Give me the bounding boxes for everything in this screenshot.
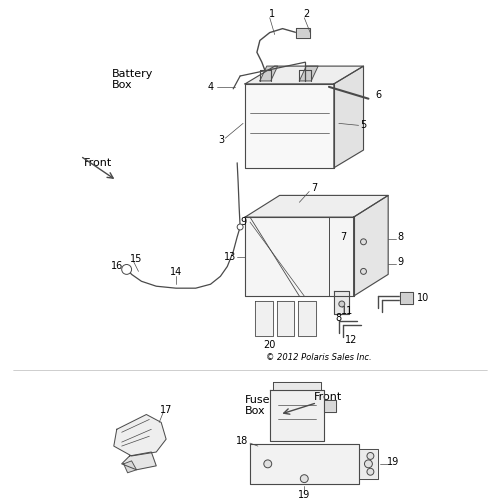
Text: 9: 9 xyxy=(397,256,403,266)
Text: 9: 9 xyxy=(240,217,246,227)
Text: 20: 20 xyxy=(264,340,276,350)
Text: Box: Box xyxy=(245,406,266,415)
Polygon shape xyxy=(124,461,136,472)
Circle shape xyxy=(364,460,372,468)
Polygon shape xyxy=(334,66,364,168)
Text: Front: Front xyxy=(84,158,112,168)
Text: 10: 10 xyxy=(416,293,429,303)
Polygon shape xyxy=(260,66,278,81)
Text: 15: 15 xyxy=(130,254,142,264)
Text: Battery: Battery xyxy=(112,69,153,79)
Text: 13: 13 xyxy=(224,252,236,262)
Polygon shape xyxy=(354,196,388,296)
Polygon shape xyxy=(276,301,294,336)
Polygon shape xyxy=(245,217,354,296)
Circle shape xyxy=(300,474,308,482)
Circle shape xyxy=(367,452,374,460)
Polygon shape xyxy=(114,414,166,456)
Text: 2: 2 xyxy=(303,9,310,19)
Polygon shape xyxy=(245,196,388,217)
Polygon shape xyxy=(334,291,348,314)
Text: 8: 8 xyxy=(397,232,403,242)
Text: 6: 6 xyxy=(375,90,382,100)
Text: 7: 7 xyxy=(311,182,318,192)
Text: 11: 11 xyxy=(340,306,353,316)
Polygon shape xyxy=(272,382,321,390)
Text: Front: Front xyxy=(314,392,342,402)
Polygon shape xyxy=(324,400,336,411)
Text: 1: 1 xyxy=(268,9,275,19)
Polygon shape xyxy=(358,449,378,478)
Circle shape xyxy=(264,460,272,468)
Polygon shape xyxy=(245,66,364,84)
Text: 8: 8 xyxy=(336,313,342,323)
Polygon shape xyxy=(245,84,334,168)
Circle shape xyxy=(237,224,243,230)
Text: 18: 18 xyxy=(236,436,248,446)
Circle shape xyxy=(339,301,344,307)
Text: Box: Box xyxy=(112,80,132,90)
Circle shape xyxy=(122,264,132,274)
Polygon shape xyxy=(122,452,156,470)
Text: 16: 16 xyxy=(110,262,123,272)
Text: 12: 12 xyxy=(344,336,357,345)
Text: 19: 19 xyxy=(298,490,310,500)
Text: 4: 4 xyxy=(208,82,214,92)
Circle shape xyxy=(367,468,374,475)
Polygon shape xyxy=(270,390,324,441)
Text: Fuse: Fuse xyxy=(245,394,270,404)
Text: © 2012 Polaris Sales Inc.: © 2012 Polaris Sales Inc. xyxy=(266,353,372,362)
Text: 14: 14 xyxy=(170,268,182,278)
Text: 19: 19 xyxy=(387,457,399,467)
Text: 3: 3 xyxy=(218,135,224,145)
Text: 5: 5 xyxy=(360,120,366,130)
Text: 7: 7 xyxy=(340,232,347,242)
Circle shape xyxy=(360,268,366,274)
Polygon shape xyxy=(298,301,316,336)
Polygon shape xyxy=(255,301,272,336)
Polygon shape xyxy=(250,444,358,484)
Polygon shape xyxy=(400,292,413,304)
Polygon shape xyxy=(300,66,318,81)
Polygon shape xyxy=(296,28,310,38)
Text: 17: 17 xyxy=(160,404,172,414)
Circle shape xyxy=(360,239,366,245)
